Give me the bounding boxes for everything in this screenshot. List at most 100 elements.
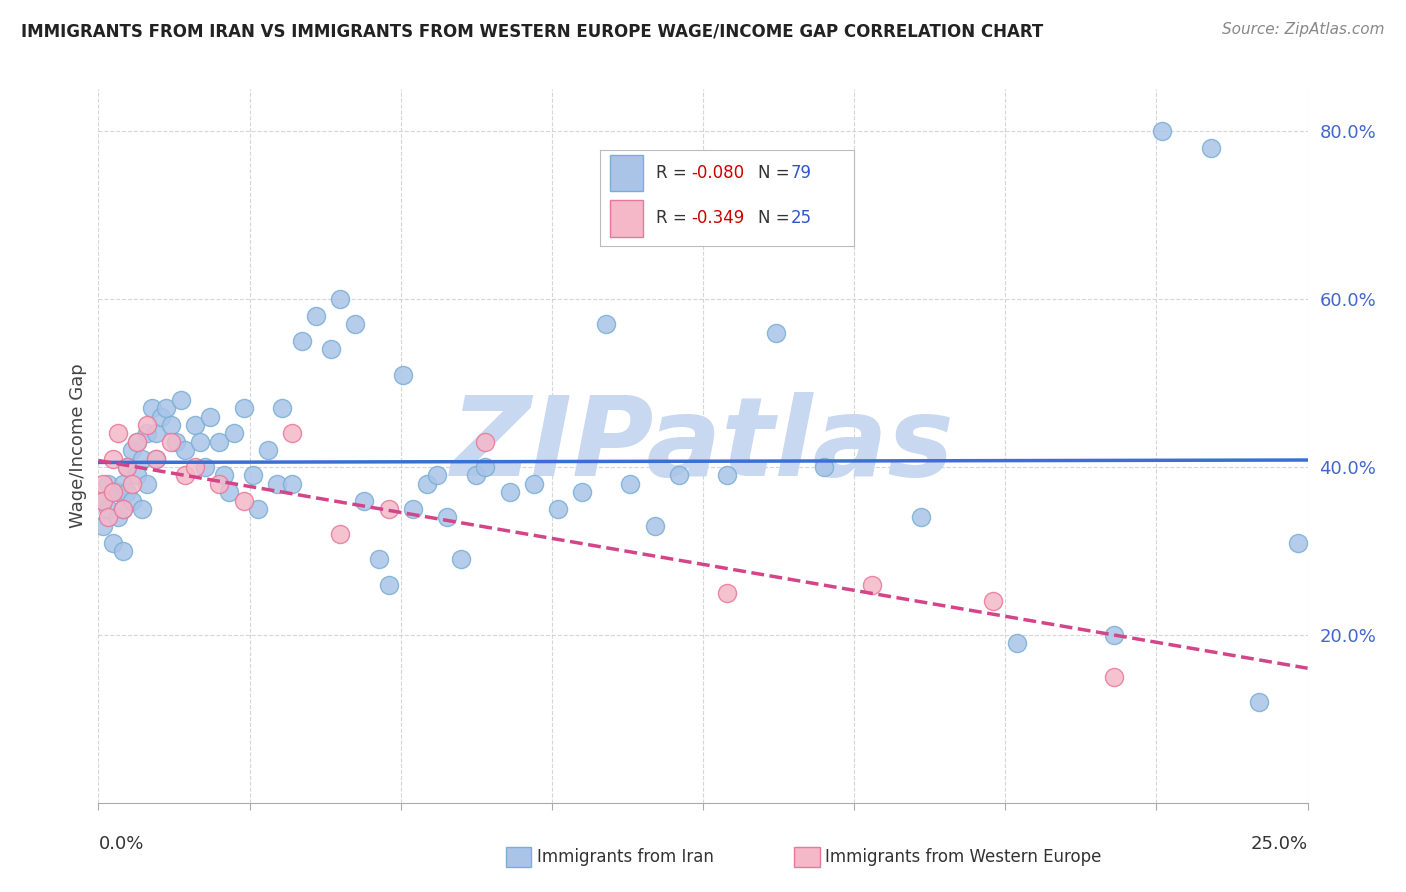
Point	[450, 552, 472, 566]
Text: -0.349: -0.349	[692, 210, 745, 227]
Point	[212, 468, 235, 483]
Point	[160, 417, 183, 432]
Point	[184, 460, 207, 475]
Point	[218, 485, 240, 500]
Point	[1152, 124, 1174, 138]
Point	[91, 493, 114, 508]
Point	[402, 502, 425, 516]
Point	[329, 527, 352, 541]
Point	[368, 552, 391, 566]
Point	[184, 417, 207, 432]
Point	[981, 594, 1004, 608]
Point	[111, 502, 134, 516]
Text: N =: N =	[758, 164, 794, 182]
Point	[194, 460, 217, 475]
Point	[860, 577, 883, 591]
Point	[1102, 628, 1125, 642]
Point	[121, 443, 143, 458]
Text: 0.0%: 0.0%	[98, 835, 143, 853]
Point	[111, 476, 134, 491]
Point	[188, 434, 211, 449]
Point	[247, 502, 270, 516]
Point	[464, 468, 486, 483]
Point	[416, 476, 439, 491]
Point	[474, 434, 496, 449]
Text: Immigrants from Iran: Immigrants from Iran	[537, 848, 714, 866]
Point	[91, 518, 114, 533]
Point	[135, 417, 157, 432]
Bar	[610, 154, 644, 191]
Point	[174, 443, 197, 458]
Point	[343, 318, 366, 332]
Point	[111, 502, 134, 516]
Point	[165, 434, 187, 449]
Point	[329, 292, 352, 306]
Point	[117, 460, 139, 475]
Point	[97, 476, 120, 491]
Point	[174, 468, 197, 483]
Point	[107, 426, 129, 441]
Text: R =: R =	[657, 164, 692, 182]
Point	[198, 409, 221, 424]
Point	[305, 309, 328, 323]
Point	[271, 401, 294, 416]
Text: ZIPatlas: ZIPatlas	[451, 392, 955, 500]
Point	[91, 476, 114, 491]
Point	[716, 586, 738, 600]
Point	[290, 334, 312, 348]
Point	[127, 434, 149, 449]
Point	[377, 502, 399, 516]
Point	[1249, 695, 1271, 709]
Text: 79: 79	[790, 164, 811, 182]
Point	[813, 460, 835, 475]
Point	[426, 468, 449, 483]
Point	[97, 510, 120, 524]
Point	[145, 451, 167, 466]
Point	[91, 493, 114, 508]
Point	[117, 460, 139, 475]
Point	[319, 343, 342, 357]
Point	[127, 434, 149, 449]
Point	[232, 401, 254, 416]
Text: Source: ZipAtlas.com: Source: ZipAtlas.com	[1222, 22, 1385, 37]
Point	[127, 468, 149, 483]
Point	[716, 468, 738, 483]
Point	[150, 409, 173, 424]
Point	[101, 485, 124, 500]
Point	[121, 476, 143, 491]
Text: 25: 25	[790, 210, 811, 227]
Point	[208, 476, 231, 491]
Point	[256, 443, 278, 458]
Point	[1102, 670, 1125, 684]
Point	[474, 460, 496, 475]
Point	[131, 451, 153, 466]
Text: R =: R =	[657, 210, 692, 227]
Point	[135, 426, 157, 441]
Point	[101, 451, 124, 466]
Point	[121, 493, 143, 508]
Y-axis label: Wage/Income Gap: Wage/Income Gap	[69, 364, 87, 528]
Point	[547, 502, 569, 516]
Point	[281, 426, 304, 441]
Point	[571, 485, 593, 500]
Point	[266, 476, 288, 491]
Point	[208, 434, 231, 449]
Text: Immigrants from Western Europe: Immigrants from Western Europe	[825, 848, 1102, 866]
Point	[377, 577, 399, 591]
Point	[619, 476, 641, 491]
Point	[101, 535, 124, 549]
Point	[242, 468, 264, 483]
Point	[107, 485, 129, 500]
Text: N =: N =	[758, 210, 794, 227]
Point	[232, 493, 254, 508]
Point	[595, 318, 617, 332]
Point	[117, 485, 139, 500]
Point	[644, 518, 666, 533]
Point	[436, 510, 458, 524]
Point	[1199, 141, 1222, 155]
Text: 25.0%: 25.0%	[1250, 835, 1308, 853]
Point	[498, 485, 520, 500]
Point	[155, 401, 177, 416]
Bar	[610, 200, 644, 236]
Point	[101, 485, 124, 500]
